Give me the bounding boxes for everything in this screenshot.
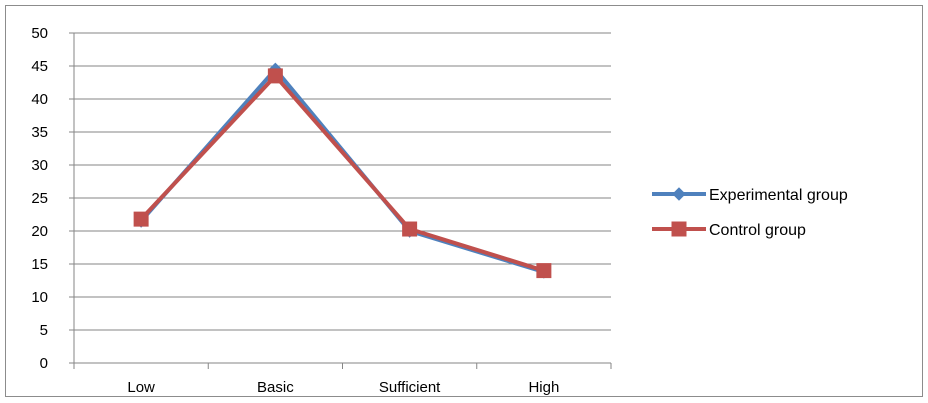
legend-label-experimental-group: Experimental group	[709, 187, 848, 204]
legend: Experimental group Control group	[652, 187, 848, 239]
y-tick-label-35: 35	[31, 124, 48, 141]
y-tick-label-20: 20	[31, 223, 48, 240]
series-line-control-group	[139, 73, 546, 273]
y-tick-label-45: 45	[31, 58, 48, 75]
data-point-control-group-low	[133, 211, 149, 227]
y-tick-label-25: 25	[31, 190, 48, 207]
legend-label-control-group: Control group	[709, 222, 806, 239]
axes	[69, 32, 612, 369]
x-tick-label-low: Low	[127, 379, 155, 396]
y-axis-tick-labels: 0 5 10 15 20 25 30 35 40 45 50	[31, 25, 48, 372]
y-tick-label-10: 10	[31, 289, 48, 306]
data-point-control-group-sufficient	[402, 221, 418, 237]
y-tick-label-50: 50	[31, 25, 48, 42]
legend-marker-experimental-group	[672, 187, 686, 201]
series-lines	[133, 62, 552, 279]
data-point-control-group-high	[536, 263, 552, 279]
x-tick-label-high: High	[528, 379, 559, 396]
gridlines	[74, 32, 611, 331]
legend-marker-control-group	[671, 221, 687, 237]
x-axis-tick-labels: Low Basic Sufficient High	[127, 379, 559, 396]
y-tick-label-15: 15	[31, 256, 48, 273]
y-tick-label-40: 40	[31, 91, 48, 108]
data-point-control-group-basic	[267, 68, 283, 84]
series-line-experimental-group	[139, 67, 546, 274]
y-tick-label-0: 0	[40, 355, 48, 372]
x-tick-label-basic: Basic	[257, 379, 294, 396]
legend-item-control-group: Control group	[652, 221, 806, 239]
y-tick-label-30: 30	[31, 157, 48, 174]
x-tick-label-sufficient: Sufficient	[379, 379, 441, 396]
y-tick-label-5: 5	[40, 322, 48, 339]
legend-item-experimental-group: Experimental group	[652, 187, 848, 204]
